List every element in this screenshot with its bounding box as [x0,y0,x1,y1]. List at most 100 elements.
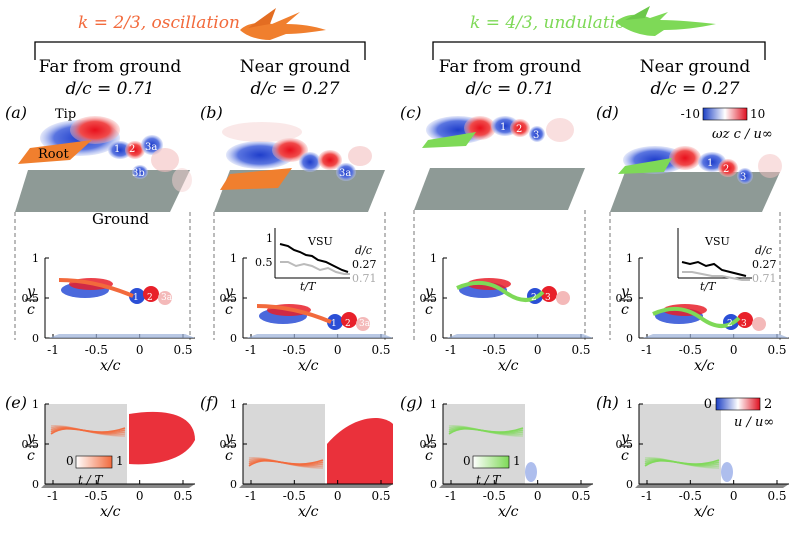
bot-0-axes: 0 0.5 1 -1 -0.5 0 0.5 x/c yc [22,398,195,520]
x-tick-label: 0.5 [571,489,590,503]
inset-legend-near: 0.27 [352,258,377,271]
colorbar-min: 0 [66,454,74,468]
condition-a-line2: d/c = 0.71 [65,79,154,99]
ground-strip [447,334,593,338]
y-axis-label-num: y [424,284,434,300]
vortex-label: 2 [727,319,733,329]
y-axis-label-den: c [621,448,629,464]
inset-vsu-b: 1 0.5 VSU d/c 0.27 0.71 [252,224,377,286]
x-tick-label: -1 [445,343,457,357]
y-axis-label-den: c [425,302,433,318]
vortex-label: 2 [723,164,729,175]
panel-3d-d: 1 2 3 [610,146,782,212]
root-label: Root [38,147,69,162]
vortex-label: 3 [740,172,746,183]
k-label-undulation: k = 4/3, undulation [470,13,636,33]
y-axis-label-den: c [225,302,233,318]
panel-letter-d: (d) [596,103,619,122]
x-tick-label: 0 [334,489,342,503]
y-axis-label-den: c [27,448,35,464]
colorbar-min: 0 [704,397,712,412]
x-tick-label: 0.5 [767,489,786,503]
colorbar-max: 1 [116,454,124,468]
panel-letter-e: (e) [5,393,27,412]
velocity-field [525,462,537,482]
vortex-label: 3a [359,319,371,329]
condition-d-line2: d/c = 0.27 [650,79,739,99]
vortex-blob [158,291,172,305]
inset-vsu-d: VSU d/c 0.27 0.71 t/T [655,224,777,293]
y-axis-label-num: y [620,284,630,300]
velocity-field [721,462,733,482]
x-tick-label: 0.5 [371,343,390,357]
body-shade-region [639,404,721,484]
y-axis-label-num: y [224,284,234,300]
vortex-blob [556,291,570,305]
vortex-label: 1 [331,319,337,329]
mid-1-axes: 0 0.5 1 -1 -0.5 0 0.5 x/c yc [220,252,393,374]
ground-strip [239,484,393,488]
x-tick-label: 0.5 [571,343,590,357]
vortex-label: 2 [345,319,351,329]
wing-trace [644,459,720,467]
x-tick-label: -0.5 [483,343,506,357]
x-tick-label: -0.5 [283,343,306,357]
colorbar-min: -10 [681,107,700,121]
wing-midline [58,278,134,298]
wing-midline [652,306,741,328]
x-tick-label: 0 [534,343,542,357]
x-tick-label: 0 [730,489,738,503]
inset-legend-near: 0.27 [752,258,777,271]
x-tick-label: 0 [136,343,144,357]
wing-midline [456,280,545,302]
y-tick-label: 1 [430,252,437,265]
vortex-label: 1 [707,158,713,169]
vortex-blob [327,314,343,330]
y-tick-label: 0 [32,478,39,491]
y-tick-label: 1 [230,252,237,265]
x-tick-label: -1 [47,489,59,503]
colorbar-max: 1 [513,454,521,468]
wing-trace [448,427,524,435]
inset-tick: 0.5 [255,256,273,269]
x-tick-label: 0 [534,489,542,503]
bot-2-axes: 0 0.5 1 -1 -0.5 0 0.5 x/c yc [420,398,593,520]
bracket-oscillation [34,41,366,60]
condition-a-line1: Far from ground [39,57,182,77]
colorbar-label: ωz c / u∞ [712,127,773,142]
y-tick-label: 0.5 [22,438,40,451]
y-tick-label: 0.5 [420,292,438,305]
bracket-undulation [432,41,766,60]
panel-letters: (a) (b) (c) (d) (e) (f) (g) (h) [5,103,619,412]
vortex-label: 3a [161,293,173,303]
vortex-label: 3b [175,293,187,303]
y-tick-label: 0 [626,332,633,345]
vortex-label: 3a [339,168,351,179]
y-axis-label-den: c [27,302,35,318]
x-tick-label: -1 [47,343,59,357]
colorbar-min: 0 [463,454,471,468]
wing-trace [50,427,126,435]
colorbar-label: t / T [78,473,103,487]
body-shade-region [243,404,325,484]
ground-strip [643,334,789,338]
x-tick-label: -0.5 [679,343,702,357]
vsu-series-far [280,261,350,275]
condition-b-line2: d/c = 0.27 [250,79,339,99]
y-axis-label-den: c [621,302,629,318]
vortex-blob [341,312,357,328]
y-tick-label: 0 [32,332,39,345]
time-colorbar-g: 0 1 t / T [463,454,521,487]
velocity-colorbar: 0 2 u / u∞ [704,397,775,430]
condition-c-line2: d/c = 0.71 [465,79,554,99]
x-tick-label: -0.5 [283,489,306,503]
x-tick-label: -1 [641,489,653,503]
vortex-label: 1 [500,122,506,133]
panel-letter-g: (g) [400,393,423,412]
ground-strip [247,334,393,338]
bot-1-axes: 0 0.5 1 -1 -0.5 0 0.5 x/c yc [220,398,393,520]
y-tick-label: 1 [32,398,39,411]
manta-fish-icon-orange [240,8,326,40]
bot-3-axes: 0 0.5 1 -1 -0.5 0 0.5 x/c yc [616,398,789,520]
